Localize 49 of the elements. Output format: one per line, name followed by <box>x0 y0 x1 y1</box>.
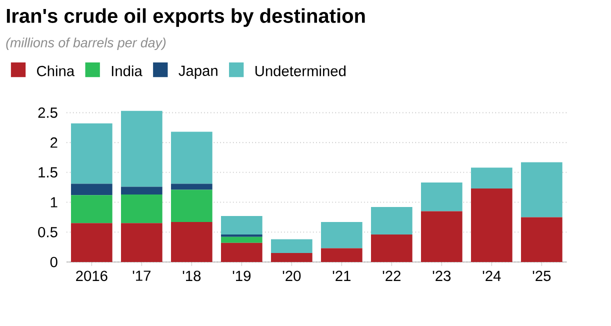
chart-title: Iran's crude oil exports by destination <box>6 8 365 27</box>
bar <box>171 184 212 190</box>
y-tick-label: 0 <box>50 256 58 268</box>
bar <box>521 217 562 262</box>
bar <box>171 132 212 184</box>
x-tick-label: '24 <box>482 270 501 281</box>
bar <box>71 184 112 196</box>
bar <box>221 242 262 262</box>
y-tick-label: 0.5 <box>38 226 58 238</box>
bar <box>71 195 112 224</box>
bar <box>471 168 512 189</box>
legend-label: Undetermined <box>255 65 346 76</box>
bar <box>521 162 562 218</box>
x-tick-label: '21 <box>332 270 351 281</box>
bar <box>421 182 462 212</box>
bar <box>371 207 412 235</box>
bar <box>321 248 362 262</box>
x-tick-label: '18 <box>182 270 201 282</box>
y-tick-label: 1.5 <box>38 167 58 178</box>
y-tick-label: 2.5 <box>38 107 58 118</box>
x-tick-label: '17 <box>132 270 150 281</box>
bar <box>221 236 262 243</box>
bar <box>321 222 362 248</box>
bar <box>371 234 412 262</box>
y-tick-label: 2 <box>50 137 58 148</box>
legend-label: China <box>37 65 75 76</box>
bar <box>471 188 512 262</box>
bar <box>121 186 162 194</box>
bar <box>271 253 312 262</box>
bar <box>121 110 162 187</box>
x-tick-label: '23 <box>432 270 451 282</box>
bar <box>71 123 112 184</box>
bar <box>121 194 162 224</box>
bar <box>71 223 112 262</box>
x-tick-label: '25 <box>532 270 551 282</box>
bar <box>221 216 262 235</box>
x-tick-label: '22 <box>382 270 400 281</box>
bar <box>421 211 462 262</box>
x-tick-label: 2016 <box>76 270 108 282</box>
bar <box>121 223 162 262</box>
chart-subtitle: (millions of barrels per day) <box>6 38 166 50</box>
x-tick-label: '19 <box>232 270 251 282</box>
legend-label: India <box>112 65 142 76</box>
y-tick-label: 1 <box>50 197 58 208</box>
x-tick-label: '20 <box>282 270 301 282</box>
bar <box>271 239 312 254</box>
legend-label: Japan <box>178 66 218 79</box>
bar <box>171 222 212 262</box>
bar <box>171 190 212 222</box>
